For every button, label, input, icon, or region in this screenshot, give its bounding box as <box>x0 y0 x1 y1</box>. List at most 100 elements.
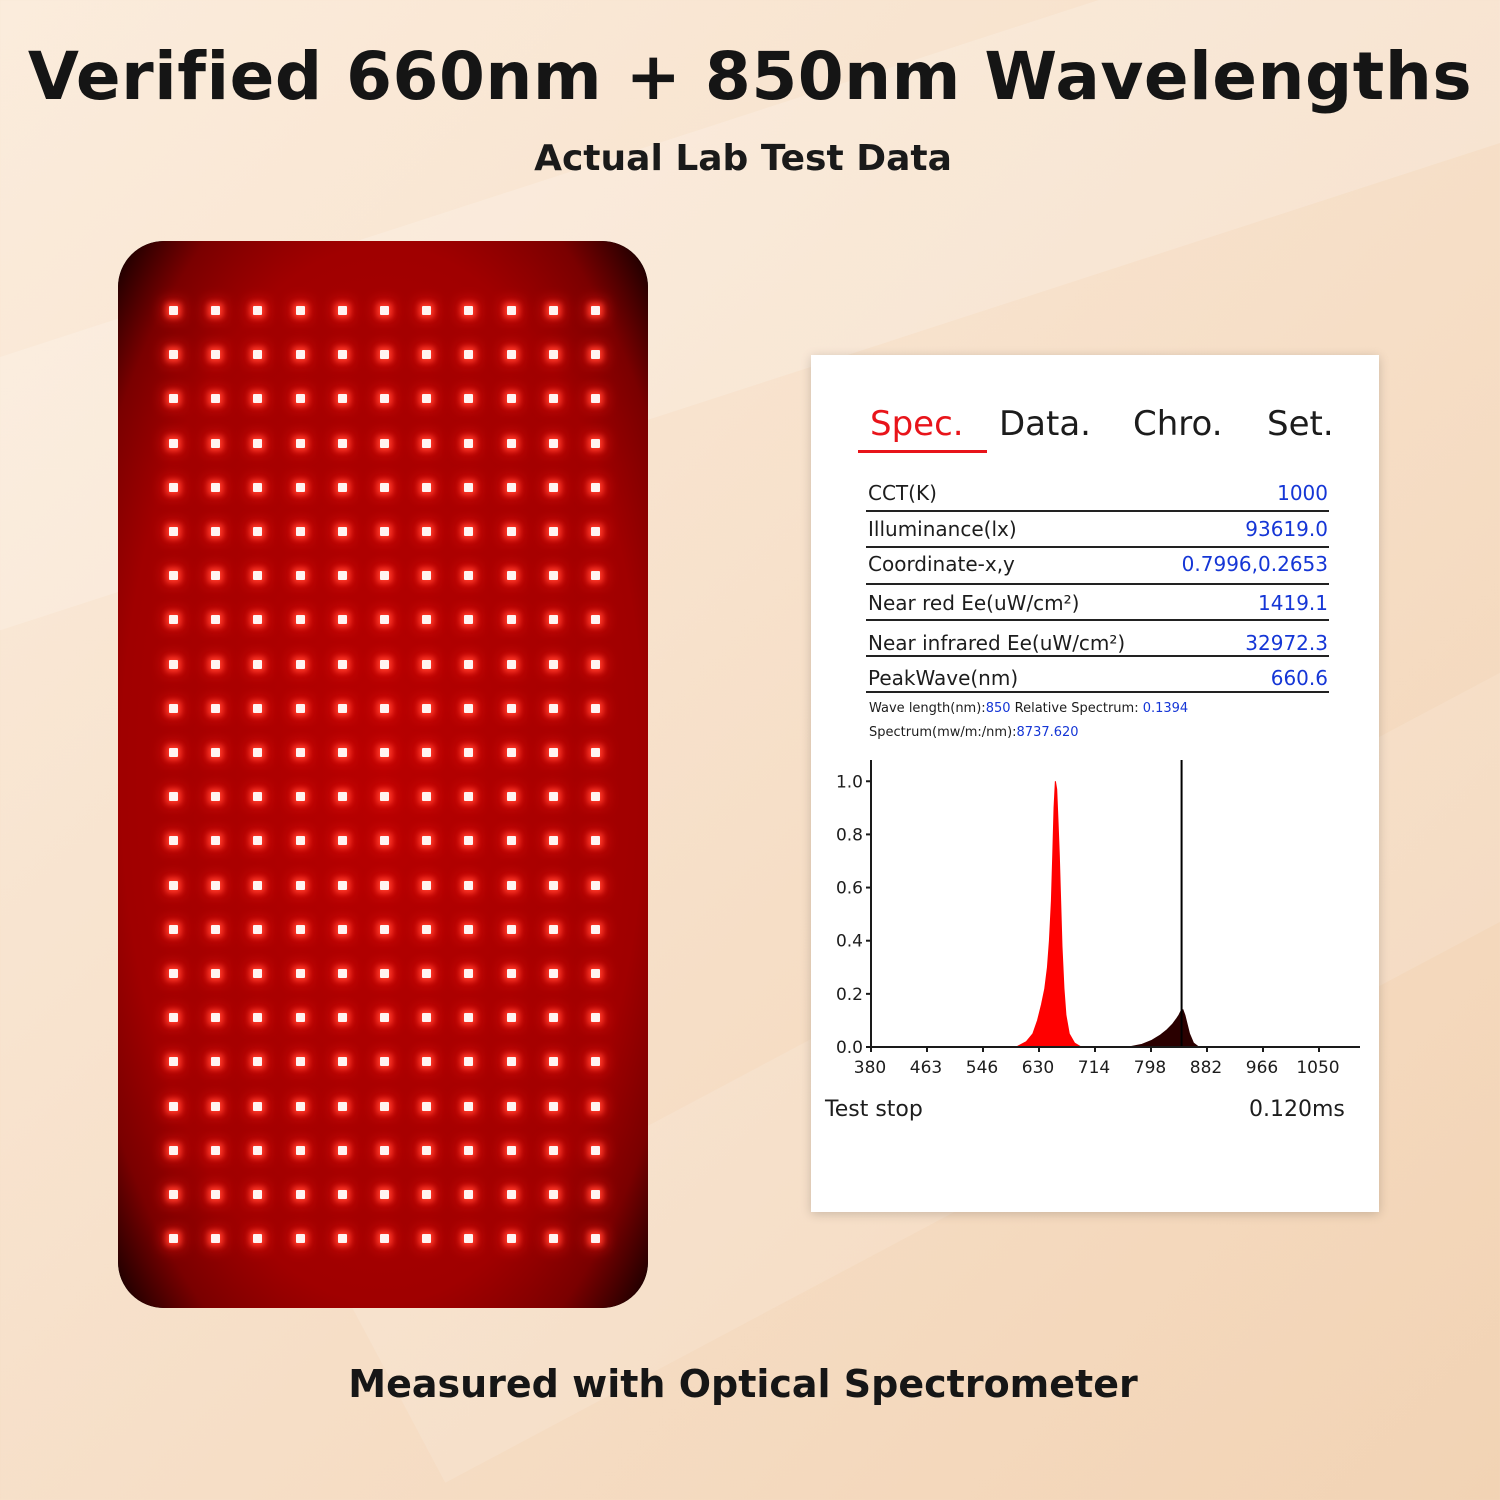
led-7-6 <box>380 571 389 581</box>
led-4-5 <box>337 438 347 448</box>
led-18-5 <box>337 1057 347 1067</box>
y-tick-label: 0.8 <box>836 825 863 845</box>
led-20-6 <box>380 1145 389 1155</box>
led-22-3 <box>253 1234 263 1244</box>
spectrometer-screen <box>811 355 1379 1212</box>
led-13-5 <box>337 836 347 846</box>
led-12-3 <box>253 792 263 802</box>
led-11-2 <box>211 748 221 757</box>
led-10-2 <box>211 703 221 713</box>
led-9-9 <box>506 659 516 669</box>
led-5-10 <box>548 482 558 492</box>
row-divider <box>866 691 1329 693</box>
tab-set[interactable]: Set. <box>1267 404 1334 444</box>
led-4-8 <box>464 438 474 448</box>
led-15-11 <box>591 924 600 934</box>
led-6-10 <box>548 527 558 536</box>
led-3-11 <box>591 394 600 404</box>
led-19-5 <box>337 1101 347 1111</box>
led-13-11 <box>591 836 600 846</box>
led-13-4 <box>295 836 305 846</box>
led-16-2 <box>211 969 221 978</box>
led-15-3 <box>253 924 263 934</box>
led-9-10 <box>548 659 558 669</box>
led-10-9 <box>506 703 516 713</box>
x-tick-label: 1050 <box>1296 1058 1339 1078</box>
led-3-10 <box>548 394 558 404</box>
led-17-3 <box>253 1013 263 1023</box>
led-15-1 <box>169 924 178 934</box>
led-20-5 <box>337 1145 347 1155</box>
tab-spec[interactable]: Spec. <box>870 404 964 444</box>
led-grid <box>118 241 648 1308</box>
led-4-11 <box>591 438 600 448</box>
led-20-4 <box>295 1145 305 1155</box>
row-label: PeakWave(nm) <box>868 666 1019 690</box>
led-21-2 <box>211 1190 221 1199</box>
led-3-9 <box>506 394 516 404</box>
led-9-6 <box>380 659 389 669</box>
led-6-1 <box>169 527 178 536</box>
led-10-10 <box>548 703 558 713</box>
led-2-11 <box>591 350 600 360</box>
y-tick-label: 1.0 <box>836 772 863 792</box>
led-1-4 <box>295 306 305 315</box>
led-12-8 <box>464 792 474 802</box>
tab-data[interactable]: Data. <box>999 404 1091 444</box>
bottom-caption: Measured with Optical Spectrometer <box>348 1362 1138 1406</box>
led-20-9 <box>506 1145 516 1155</box>
led-18-8 <box>464 1057 474 1067</box>
led-7-8 <box>464 571 474 581</box>
led-15-10 <box>548 924 558 934</box>
x-tick-label: 463 <box>910 1058 942 1078</box>
spectrum-series-1 <box>1016 781 1083 1048</box>
led-7-7 <box>422 571 432 581</box>
led-8-8 <box>464 615 474 625</box>
led-17-11 <box>591 1013 600 1023</box>
led-2-9 <box>506 350 516 360</box>
row-divider <box>866 619 1329 621</box>
led-15-4 <box>295 924 305 934</box>
relative-spectrum-label: Relative Spectrum: <box>1010 701 1143 716</box>
led-8-10 <box>548 615 558 625</box>
y-tick-label: 0.0 <box>836 1038 863 1058</box>
led-18-4 <box>295 1057 305 1067</box>
page-title: Verified 660nm + 850nm Wavelengths <box>27 38 1473 115</box>
led-10-6 <box>380 703 389 713</box>
led-11-7 <box>422 748 432 757</box>
led-19-9 <box>506 1101 516 1111</box>
led-12-9 <box>506 792 516 802</box>
led-2-3 <box>253 350 263 360</box>
led-11-6 <box>380 748 389 757</box>
led-13-10 <box>548 836 558 846</box>
row-divider <box>866 510 1329 512</box>
led-11-3 <box>253 748 263 757</box>
led-10-5 <box>337 703 347 713</box>
led-10-4 <box>295 703 305 713</box>
led-19-10 <box>548 1101 558 1111</box>
led-10-8 <box>464 703 474 713</box>
row-divider <box>866 583 1329 585</box>
led-16-6 <box>380 969 389 978</box>
led-17-4 <box>295 1013 305 1023</box>
led-7-3 <box>253 571 263 581</box>
led-4-9 <box>506 438 516 448</box>
led-21-7 <box>422 1190 432 1199</box>
led-15-8 <box>464 924 474 934</box>
led-11-9 <box>506 748 516 757</box>
tab-chro[interactable]: Chro. <box>1133 404 1223 444</box>
led-8-7 <box>422 615 432 625</box>
led-6-3 <box>253 527 263 536</box>
led-8-11 <box>591 615 600 625</box>
led-6-8 <box>464 527 474 536</box>
led-17-7 <box>422 1013 432 1023</box>
led-13-3 <box>253 836 263 846</box>
led-3-6 <box>380 394 389 404</box>
led-12-10 <box>548 792 558 802</box>
x-tick-label: 966 <box>1246 1058 1278 1078</box>
led-18-3 <box>253 1057 263 1067</box>
led-3-7 <box>422 394 432 404</box>
led-14-8 <box>464 880 474 890</box>
active-tab-underline <box>858 450 987 453</box>
spectrum-areas <box>1016 781 1200 1048</box>
